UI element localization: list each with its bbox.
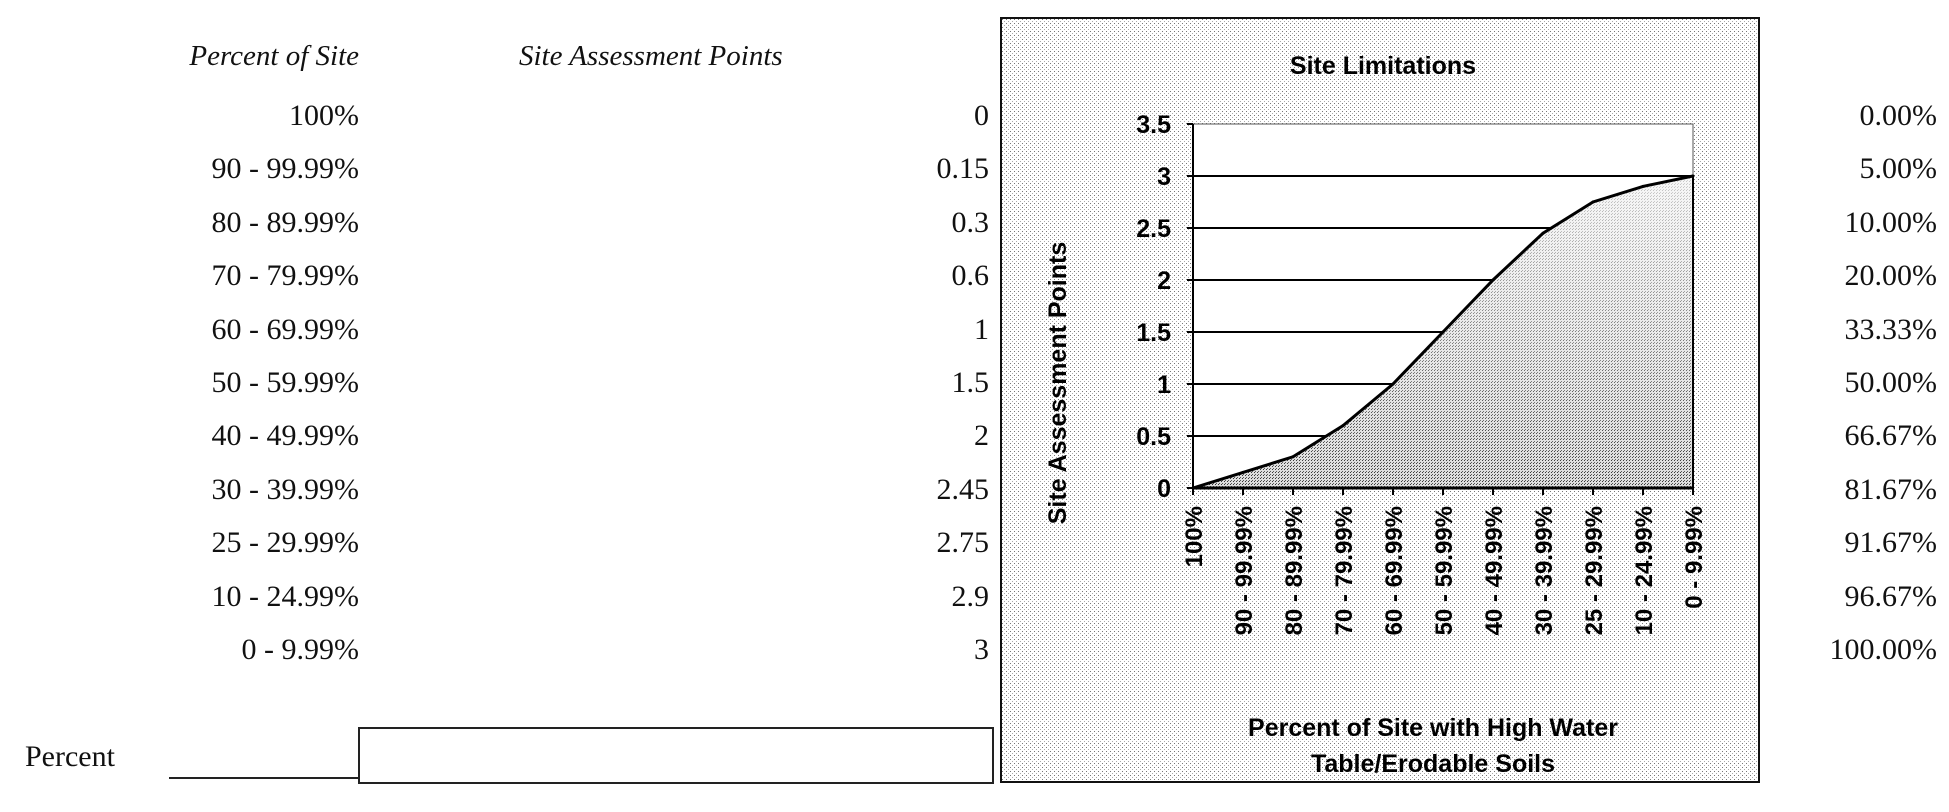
row-percent: 60 - 69.99% bbox=[211, 312, 359, 346]
y-tick-label: 2 bbox=[1157, 267, 1171, 295]
row-cumulative: 5.00% bbox=[1859, 152, 1938, 186]
row-cumulative: 91.67% bbox=[1844, 526, 1938, 560]
row-percent: 0 - 9.99% bbox=[241, 633, 359, 666]
data-point bbox=[1491, 278, 1495, 282]
data-point bbox=[1541, 231, 1545, 235]
row-percent: 90 - 99.99% bbox=[211, 152, 359, 186]
row-cumulative: 81.67% bbox=[1844, 472, 1938, 506]
y-tick-label: 0.5 bbox=[1136, 423, 1171, 451]
row-cumulative: 10.00% bbox=[1844, 205, 1938, 239]
row-points: 0.3 bbox=[951, 205, 990, 239]
row-percent: 10 - 24.99% bbox=[211, 579, 359, 613]
x-tick-label: 50 - 59.99% bbox=[1431, 506, 1458, 635]
chart-title: Site Limitations bbox=[1290, 52, 1476, 80]
row-points: 0.6 bbox=[951, 259, 990, 293]
y-tick-label: 2.5 bbox=[1136, 215, 1171, 243]
row-points: 0.15 bbox=[936, 152, 990, 186]
x-axis-title-line-2: Table/Erodable Soils bbox=[1311, 750, 1555, 778]
x-tick-label: 10 - 24.99% bbox=[1631, 506, 1658, 635]
row-cumulative: 96.67% bbox=[1844, 579, 1938, 613]
y-tick-label: 3.5 bbox=[1136, 111, 1171, 139]
site-limitations-chart: Site Limitations Site Assessment Points … bbox=[1000, 17, 1760, 783]
data-point bbox=[1641, 184, 1645, 188]
row-cumulative: 33.33% bbox=[1844, 312, 1938, 346]
row-points: 0 bbox=[974, 99, 989, 132]
y-tick-label: 1 bbox=[1157, 371, 1171, 399]
x-tick-label: 0 - 9.99% bbox=[1681, 506, 1708, 609]
row-percent: 50 - 59.99% bbox=[211, 366, 359, 399]
header-percent-of-site: Percent of Site bbox=[189, 40, 359, 72]
x-tick-label: 100% bbox=[1181, 506, 1208, 567]
y-tick-label: 3 bbox=[1157, 163, 1171, 191]
data-point bbox=[1241, 470, 1245, 474]
row-percent: 80 - 89.99% bbox=[211, 205, 359, 239]
x-tick-label: 60 - 69.99% bbox=[1381, 506, 1408, 635]
row-cumulative: 50.00% bbox=[1844, 366, 1938, 399]
header-site-assessment-points: Site Assessment Points bbox=[519, 40, 783, 72]
x-tick-label: 70 - 79.99% bbox=[1331, 506, 1358, 635]
row-percent: 25 - 29.99% bbox=[211, 526, 359, 560]
y-tick-label: 0 bbox=[1157, 475, 1171, 503]
row-cumulative: 20.00% bbox=[1844, 259, 1938, 293]
y-axis-title: Site Assessment Points bbox=[1044, 242, 1072, 525]
data-point bbox=[1291, 455, 1295, 459]
x-tick-label: 30 - 39.99% bbox=[1531, 506, 1558, 635]
row-points: 2.45 bbox=[936, 472, 990, 506]
row-percent: 40 - 49.99% bbox=[211, 419, 359, 453]
row-cumulative: 66.67% bbox=[1844, 419, 1938, 453]
x-axis-title-line-1: Percent of Site with High Water bbox=[1248, 714, 1618, 742]
data-point bbox=[1591, 200, 1595, 204]
y-tick-label: 1.5 bbox=[1136, 319, 1171, 347]
row-cumulative: 0.00% bbox=[1859, 99, 1938, 132]
percent-underline bbox=[169, 777, 359, 779]
row-percent: 70 - 79.99% bbox=[211, 259, 359, 293]
data-point bbox=[1341, 424, 1345, 428]
row-percent: 100% bbox=[289, 99, 359, 132]
row-points: 2.9 bbox=[951, 579, 990, 613]
row-points: 2 bbox=[974, 419, 989, 453]
row-points: 1.5 bbox=[951, 366, 990, 399]
x-tick-label: 40 - 49.99% bbox=[1481, 506, 1508, 635]
row-points: 2.75 bbox=[936, 526, 990, 560]
data-point bbox=[1391, 382, 1395, 386]
x-tick-label: 90 - 99.99% bbox=[1231, 506, 1258, 635]
x-tick-label: 80 - 89.99% bbox=[1281, 506, 1308, 635]
x-tick-label: 25 - 29.99% bbox=[1581, 506, 1608, 635]
row-cumulative: 100.00% bbox=[1829, 633, 1938, 666]
data-point bbox=[1441, 330, 1445, 334]
row-points: 1 bbox=[974, 312, 989, 346]
row-percent: 30 - 39.99% bbox=[211, 472, 359, 506]
percent-label: Percent bbox=[25, 740, 115, 773]
row-points: 3 bbox=[974, 633, 989, 666]
percent-input[interactable] bbox=[358, 727, 994, 784]
chart-svg: Site Limitations Site Assessment Points … bbox=[1002, 19, 1758, 781]
